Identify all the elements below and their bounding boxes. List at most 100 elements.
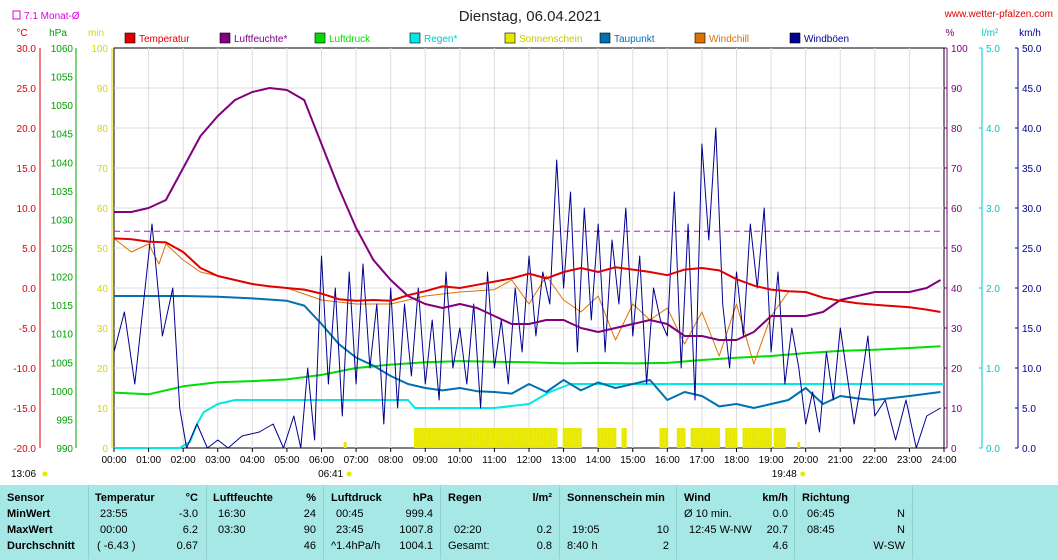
sunshine-bar <box>491 428 494 448</box>
rain-axis-tick-label: 2.0 <box>986 284 1000 295</box>
sunshine-bar <box>709 428 712 448</box>
x-tick-label: 10:00 <box>447 455 472 466</box>
x-tick-label: 19:00 <box>759 455 784 466</box>
grid <box>114 48 944 448</box>
chart-title: Dienstag, 06.04.2021 <box>459 8 602 25</box>
stats-cell: N <box>897 508 905 520</box>
hpa-axis-tick-label: 1020 <box>51 273 74 284</box>
sunshine-bar <box>695 428 698 448</box>
legend-label: Windböen <box>804 34 849 45</box>
sunshine-bar <box>522 428 525 448</box>
sunshine-bar <box>775 428 778 448</box>
stats-wind-unit: km/h <box>762 492 788 504</box>
x-tick-label: 11:00 <box>482 455 507 466</box>
series-lines <box>113 87 944 449</box>
stats-cell: 00:45 <box>336 508 364 520</box>
sunshine-series <box>413 428 786 448</box>
pct-axis-tick-label: 10 <box>951 404 963 415</box>
sunshine-bar <box>452 428 454 448</box>
sunshine-bar <box>713 428 715 448</box>
sunshine-bar <box>621 428 624 448</box>
x-tick-label: 06:00 <box>309 455 334 466</box>
sunset-sun-icon <box>800 471 806 477</box>
stats-humidity-unit: % <box>306 492 316 504</box>
sunshine-bar <box>465 428 468 448</box>
sunshine-bar <box>529 428 532 448</box>
sunshine-bar <box>699 428 702 448</box>
pct-axis-tick-label: 40 <box>951 284 963 295</box>
sunshine-bar <box>624 428 627 448</box>
sunshine-bar <box>507 428 510 448</box>
temp-axis-tick-label: 30.0 <box>17 44 37 55</box>
stats-rain-header: Regen <box>448 492 482 504</box>
stats-col-direction: Richtung 06:45 N 08:45 N W-SW <box>794 485 913 559</box>
sunshine-bar <box>462 428 465 448</box>
sunshine-bar <box>597 428 600 448</box>
sunshine-bar <box>666 428 669 448</box>
stats-cell: 0.8 <box>536 540 552 552</box>
stats-col-rain: Regen l/m² 02:20 0.2 Gesamt: 0.8 <box>440 485 560 559</box>
hpa-axis-tick-label: 1045 <box>51 130 74 141</box>
legend: Temperatur Luftfeuchte* Luftdruck Regen* Son… <box>124 32 849 45</box>
sunshine-bar <box>500 428 503 448</box>
sunshine-bar <box>732 428 734 448</box>
sunshine-bar <box>496 428 499 448</box>
sunshine-bar <box>614 428 617 448</box>
sunshine-bar <box>579 428 582 448</box>
sunshine-bar <box>697 428 700 448</box>
sunshine-bar <box>554 428 556 448</box>
sunshine-bar <box>778 428 781 448</box>
stats-cell: 4.6 <box>772 540 788 552</box>
temp-axis-tick-label: -5.0 <box>19 324 37 335</box>
sunshine-bar <box>749 428 752 448</box>
stats-pressure-header: Luftdruck <box>331 492 382 504</box>
sunshine-bar <box>735 428 738 448</box>
legend-label: Luftfeuchte* <box>234 34 287 45</box>
pct-axis-tick-label: 90 <box>951 84 963 95</box>
right-unit-label: % <box>946 28 955 39</box>
sunshine-bar <box>683 428 686 448</box>
legend-label: Windchill <box>709 34 749 45</box>
sunrise-sun-icon <box>346 471 352 477</box>
x-tick-label: 20:00 <box>793 455 818 466</box>
sunshine-bar <box>676 428 679 448</box>
sunshine-bar <box>515 428 518 448</box>
legend-swatch <box>599 32 611 44</box>
sunrise-label: 06:41 <box>318 469 343 480</box>
stats-cell: 2 <box>662 540 669 552</box>
stats-cell: 00:00 <box>100 524 128 536</box>
stats-row-label: Durchschnitt <box>7 540 75 552</box>
sunshine-bar <box>744 428 747 448</box>
sunshine-bar <box>490 428 492 448</box>
rain-axis-tick-label: 4.0 <box>986 124 1000 135</box>
min-axis-tick-label: 50 <box>97 244 109 255</box>
hpa-axis-tick-label: 990 <box>56 444 73 455</box>
x-tick-label: 22:00 <box>862 455 887 466</box>
sunshine-bar <box>413 428 416 448</box>
sunshine-bar <box>562 428 565 448</box>
sunshine-bar <box>782 428 785 448</box>
sunshine-bar <box>707 428 710 448</box>
x-tick-label: 21:00 <box>828 455 853 466</box>
stats-row-label: MinWert <box>7 508 51 520</box>
sunshine-bar <box>503 428 506 448</box>
stats-cell: ( -6.43 ) <box>97 540 136 552</box>
legend-label: Taupunkt <box>614 34 655 45</box>
monthly-avg-legend: 7.1 Monat-Ø <box>12 10 80 22</box>
sunshine-bar <box>432 428 435 448</box>
sunshine-bar <box>438 428 440 448</box>
sunshine-bar <box>747 428 750 448</box>
legend-swatch <box>314 32 326 44</box>
rain-axis-tick-label: 0.0 <box>986 444 1000 455</box>
stats-cell: ^1.4hPa/h <box>331 540 381 552</box>
sunshine-bar <box>448 428 451 448</box>
sunshine-bar <box>770 428 772 448</box>
sunshine-bar <box>471 428 473 448</box>
sunshine-bar <box>524 428 527 448</box>
sunshine-bar <box>502 428 504 448</box>
x-axis: 00:00 01:00 02:00 03:00 04:00 05:00 06:00 07:00… <box>101 448 957 466</box>
sunshine-bar <box>678 428 681 448</box>
stats-cell: 0.67 <box>176 540 198 552</box>
stats-cell: 20.7 <box>766 524 788 536</box>
sunshine-bar <box>612 428 615 448</box>
